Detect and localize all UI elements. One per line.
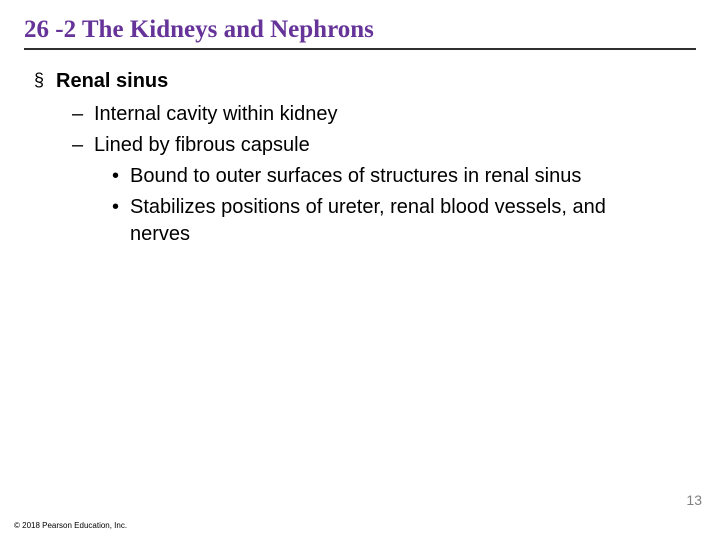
dot-bullet-icon: • bbox=[112, 163, 130, 190]
slide: 26 -2 The Kidneys and Nephrons § Renal s… bbox=[0, 0, 720, 540]
slide-title: 26 -2 The Kidneys and Nephrons bbox=[24, 16, 696, 50]
dash-bullet-icon: – bbox=[72, 132, 94, 159]
bullet-level-2: – Internal cavity within kidney bbox=[72, 101, 696, 128]
bullet-text: Internal cavity within kidney bbox=[94, 101, 337, 128]
bullet-text: Bound to outer surfaces of structures in… bbox=[130, 163, 581, 190]
bullet-text: Stabilizes positions of ureter, renal bl… bbox=[130, 194, 670, 248]
copyright-text: © 2018 Pearson Education, Inc. bbox=[14, 521, 127, 530]
bullet-level-3: • Stabilizes positions of ureter, renal … bbox=[112, 194, 696, 248]
square-bullet-icon: § bbox=[34, 68, 56, 92]
dot-bullet-icon: • bbox=[112, 194, 130, 221]
bullet-text: Renal sinus bbox=[56, 68, 168, 95]
bullet-level-2: – Lined by fibrous capsule bbox=[72, 132, 696, 159]
bullet-text: Lined by fibrous capsule bbox=[94, 132, 310, 159]
dash-bullet-icon: – bbox=[72, 101, 94, 128]
page-number: 13 bbox=[686, 492, 702, 508]
bullet-level-3: • Bound to outer surfaces of structures … bbox=[112, 163, 696, 190]
bullet-level-1: § Renal sinus bbox=[34, 68, 696, 95]
